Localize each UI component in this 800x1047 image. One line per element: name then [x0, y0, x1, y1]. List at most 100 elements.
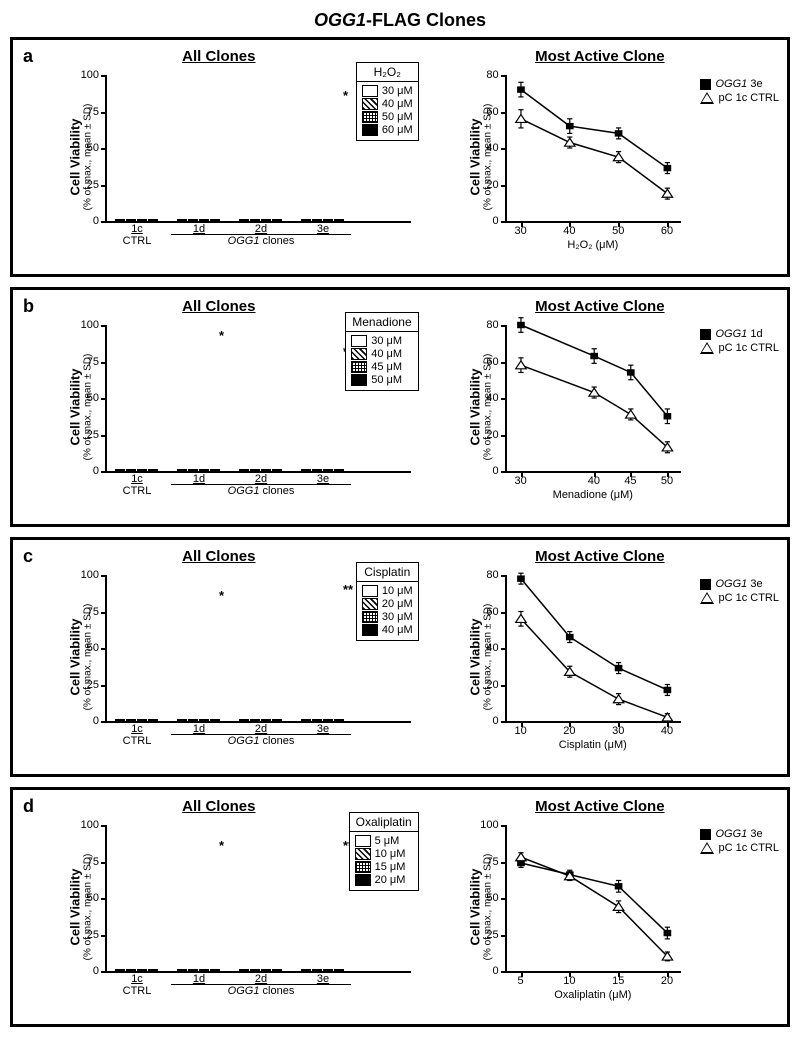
bar [239, 219, 249, 221]
legend-marker [700, 579, 711, 590]
line-plot: 02040608010203040 [505, 575, 681, 723]
legend-label: 50 μM [371, 374, 402, 386]
ytick-label: 40 [486, 142, 498, 154]
significance-marker: * [219, 588, 224, 603]
legend-swatch [355, 835, 371, 847]
xtick-label: 20 [661, 975, 673, 987]
legend-series-label: OGG1 3e [715, 828, 762, 840]
legend-swatch [351, 348, 367, 360]
legend-swatch [355, 874, 371, 886]
subtitle-most-active: Most Active Clone [423, 298, 777, 315]
xtick-label: 30 [612, 725, 624, 737]
legend-marker [700, 829, 711, 840]
bar [188, 719, 198, 721]
legend-label: 30 μM [371, 335, 402, 347]
bar [126, 719, 136, 721]
line-legend: OGG1 3e pC 1c CTRL [700, 826, 779, 856]
xtick-label: 50 [661, 475, 673, 487]
bar [272, 219, 282, 221]
ytick-label: 20 [486, 679, 498, 691]
ctrl-label: CTRL [123, 485, 152, 497]
bar [239, 719, 249, 721]
bar [148, 969, 158, 971]
legend-series-label: pC 1c CTRL [718, 842, 779, 854]
significance-marker: ** [343, 582, 353, 597]
legend-title: Oxaliplatin [350, 813, 418, 832]
bar [239, 969, 249, 971]
legend-series-label: OGG1 1d [715, 328, 762, 340]
bar [301, 719, 311, 721]
x-category: 1c [131, 223, 143, 235]
bar [301, 969, 311, 971]
legend-swatch [362, 85, 378, 97]
line-plot: 02550751005101520 [505, 825, 681, 973]
xtick-label: 40 [563, 225, 575, 237]
legend-title: Cisplatin [357, 563, 418, 582]
clones-label: OGG1 clones [228, 735, 295, 747]
legend-label: 20 μM [375, 874, 406, 886]
bar [199, 469, 209, 471]
ytick-label: 100 [81, 569, 99, 581]
legend-label: 10 μM [382, 585, 413, 597]
ytick-label: 25 [486, 929, 498, 941]
legend-swatch [362, 124, 378, 136]
ytick-label: 25 [87, 179, 99, 191]
legend-marker [700, 842, 714, 854]
legend-label: 50 μM [382, 111, 413, 123]
bar [334, 219, 344, 221]
bar [126, 469, 136, 471]
bar [137, 719, 147, 721]
bar-legend: H₂O₂30 μM40 μM50 μM60 μM [356, 62, 419, 141]
x-axis-label: Oxaliplatin (μM) [505, 989, 681, 1001]
ytick-label: 0 [93, 715, 99, 727]
legend-label: 40 μM [382, 98, 413, 110]
figure-title: OGG1-FLAG Clones [10, 10, 790, 31]
ytick-label: 60 [486, 606, 498, 618]
bar [137, 219, 147, 221]
ytick-label: 50 [87, 392, 99, 404]
ytick-label: 50 [87, 892, 99, 904]
significance-marker: * [343, 88, 348, 103]
ytick-label: 0 [93, 465, 99, 477]
bar [148, 719, 158, 721]
ytick-label: 75 [87, 356, 99, 368]
bar [126, 219, 136, 221]
bar-legend: Cisplatin10 μM20 μM30 μM40 μM [356, 562, 419, 641]
bar [115, 719, 125, 721]
ytick-label: 100 [480, 819, 498, 831]
bar-legend: Oxaliplatin5 μM10 μM15 μM20 μM [349, 812, 419, 891]
legend-label: 30 μM [382, 611, 413, 623]
bar [312, 469, 322, 471]
ytick-label: 60 [486, 356, 498, 368]
bar [115, 469, 125, 471]
ytick-label: 100 [81, 819, 99, 831]
legend-label: 40 μM [382, 624, 413, 636]
panel-d: dAll ClonesCell Viability(% of max., mea… [10, 787, 790, 1027]
y-axis-label: Cell Viability(% of max., mean ± SD) [67, 604, 93, 711]
ytick-label: 80 [486, 319, 498, 331]
ctrl-label: CTRL [123, 735, 152, 747]
bar [210, 969, 220, 971]
subtitle-most-active: Most Active Clone [423, 48, 777, 65]
y-axis-label: Cell Viability(% of max., mean ± SD) [467, 354, 493, 461]
ytick-label: 0 [93, 215, 99, 227]
legend-label: 45 μM [371, 361, 402, 373]
bar [210, 219, 220, 221]
bar [177, 969, 187, 971]
bar [115, 219, 125, 221]
bar [250, 219, 260, 221]
legend-swatch [351, 361, 367, 373]
legend-swatch [362, 111, 378, 123]
legend-series-label: pC 1c CTRL [718, 592, 779, 604]
line-plot: 02040608030405060 [505, 75, 681, 223]
bar [188, 219, 198, 221]
clones-label: OGG1 clones [228, 985, 295, 997]
line-legend: OGG1 3epC 1c CTRL [700, 76, 779, 106]
legend-series-label: pC 1c CTRL [718, 92, 779, 104]
bar [334, 719, 344, 721]
legend-swatch [362, 624, 378, 636]
xtick-label: 20 [563, 725, 575, 737]
bar [188, 969, 198, 971]
bar [188, 469, 198, 471]
legend-label: 10 μM [375, 848, 406, 860]
